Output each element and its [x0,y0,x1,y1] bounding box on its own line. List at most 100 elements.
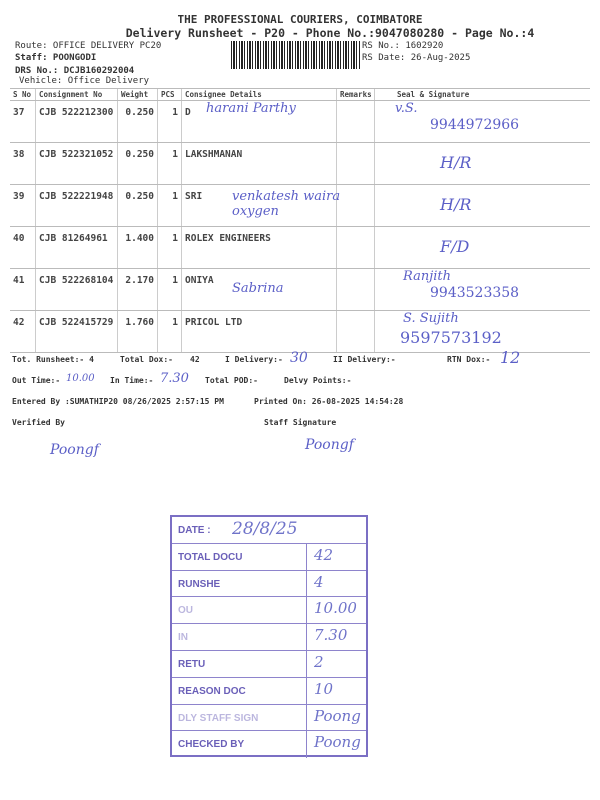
stamp-label: DLY STAFF SIGN [178,712,259,724]
stamp-value: 10 [314,679,334,698]
i-delivery-value: 30 [290,350,308,366]
consignee: PRICOL LTD [182,311,337,352]
seal-signature [375,143,590,184]
stamp-label: DATE : [178,525,211,536]
stamp-value: 2 [314,652,324,671]
handwritten-signature: Ranjith [403,269,451,284]
stamp-divider [306,624,307,650]
consignee: LAKSHMANAN [182,143,337,184]
weight: 1.400 [118,227,158,268]
remarks [337,143,375,184]
consignee-printed: PRICOL LTD [185,317,243,328]
stamp-label: RUNSHE [178,578,221,590]
handwritten-phone: 9943523358 [430,285,520,301]
total-dox-value: 42 [190,355,200,364]
entered-by: Entered By :SUMATHIP20 08/26/2025 2:57:1… [12,397,224,406]
stamp-label: IN [178,632,188,644]
col-consignment: Consignment No [36,89,118,100]
consignment-no: CJB 81264961 [36,227,118,268]
consignee-printed: ROLEX ENGINEERS [185,233,271,244]
in-time-value: 7.30 [160,371,189,386]
stamp-row: CHECKED BY Poong [172,731,366,759]
consignment-no: CJB 522212300 [36,101,118,142]
total-pod: Total POD:- [205,376,258,385]
consignee-printed: LAKSHMANAN [185,149,243,160]
stamp-divider [306,597,307,624]
stamp-value: 42 [314,545,334,564]
stamp-divider [306,731,307,759]
consignee: ONIYA [182,269,337,310]
stamp-divider [306,543,307,570]
consignee: SRI [182,185,337,226]
col-seal: Seal & Signature [397,90,470,99]
stamp-row: IN 7.30 [172,624,366,651]
pcs: 1 [158,311,182,352]
stamp-value: Poong [314,706,361,725]
stamp-value: 7.30 [314,626,348,645]
stamp-divider [306,570,307,597]
consignment-no: CJB 522268104 [36,269,118,310]
runsheet-table: S No Consignment No Weight PCS Consignee… [10,88,590,353]
printed-on: Printed On: 26-08-2025 14:54:28 [254,397,404,406]
pcs: 1 [158,101,182,142]
verified-signature: Poongf [50,442,99,458]
company-name: THE PROFESSIONAL COURIERS, COIMBATORE [177,13,423,26]
seal-signature [375,227,590,268]
table-row: 40 CJB 81264961 1.400 1 ROLEX ENGINEERS … [10,227,590,269]
handwritten-signature: v.S. [395,101,418,116]
stamp-divider [306,677,307,704]
staff-signature-label: Staff Signature [264,418,337,427]
handwritten-signature: F/D [440,237,470,256]
stamp-row: DATE : 28/8/25 [172,517,366,544]
verified-by: Verified By [12,418,65,427]
stamp-value: Poong [314,733,361,752]
weight: 2.170 [118,269,158,310]
consignee-printed: ONIYA [185,275,214,286]
drs-no: DRS No.: DCJB160292004 [15,66,135,76]
consignee-printed: SRI [185,191,203,202]
stamp-label: TOTAL DOCU [178,551,243,563]
weight: 0.250 [118,101,158,142]
consignment-no: CJB 522415729 [36,311,118,352]
handwritten-consignee: harani Parthy [206,101,296,116]
col-weight: Weight [118,89,158,100]
sno: 39 [10,185,36,226]
sno: 38 [10,143,36,184]
rs-no: RS No.: 1602920 [362,41,444,51]
sno: 42 [10,311,36,352]
staff-signature: Poongf [305,437,354,453]
consignee: D [182,101,337,142]
weight: 0.250 [118,185,158,226]
delvy-points: Delvy Points:- [284,376,352,385]
stamp-value: 10.00 [314,599,357,618]
staff: Staff: POONGODI [15,53,97,63]
office-stamp: DATE : 28/8/25 TOTAL DOCU 42 RUNSHE 4 OU 10… [170,515,368,759]
table-row: 38 CJB 522321052 0.250 1 LAKSHMANAN H/R [10,143,590,185]
consignee-printed: D [185,107,191,118]
stamp-row: RUNSHE 4 [172,570,366,598]
handwritten-signature: H/R [440,153,472,172]
handwritten-consignee: venkatesh waira oxygen [232,189,341,219]
pcs: 1 [158,227,182,268]
total-dox-label: Total Dox:- [120,355,173,364]
sno: 41 [10,269,36,310]
stamp-value: 4 [314,572,324,591]
tot-runsheet: Tot. Runsheet:- 4 [12,355,94,364]
seal-signature [375,185,590,226]
handwritten-consignee: Sabrina [232,281,284,296]
stamp-divider [306,704,307,731]
remarks [337,101,375,142]
barcode [231,41,361,69]
stamp-row: DLY STAFF SIGN Poong [172,704,366,732]
out-time-value: 10.00 [66,373,95,384]
table-row: 37 CJB 522212300 0.250 1 D harani Parthy… [10,101,590,143]
stamp-label: RETU [178,658,206,670]
pcs: 1 [158,143,182,184]
handwritten-signature: H/R [440,195,472,214]
col-pcs: PCS [158,89,182,100]
rtn-dox-label: RTN Dox:- [447,355,491,364]
vehicle: Vehicle: Office Delivery [19,76,150,86]
table-row: 39 CJB 522221948 0.250 1 SRI venkatesh w… [10,185,590,227]
handwritten-phone: 9597573192 [400,328,502,347]
consignee: ROLEX ENGINEERS [182,227,337,268]
